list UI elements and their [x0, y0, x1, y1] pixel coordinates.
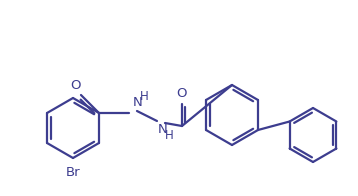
Text: H: H	[140, 90, 149, 103]
Text: N: N	[133, 96, 143, 109]
Text: O: O	[71, 79, 81, 92]
Text: O: O	[177, 87, 187, 100]
Text: H: H	[165, 129, 174, 142]
Text: N: N	[158, 123, 168, 136]
Text: Br: Br	[66, 166, 80, 179]
